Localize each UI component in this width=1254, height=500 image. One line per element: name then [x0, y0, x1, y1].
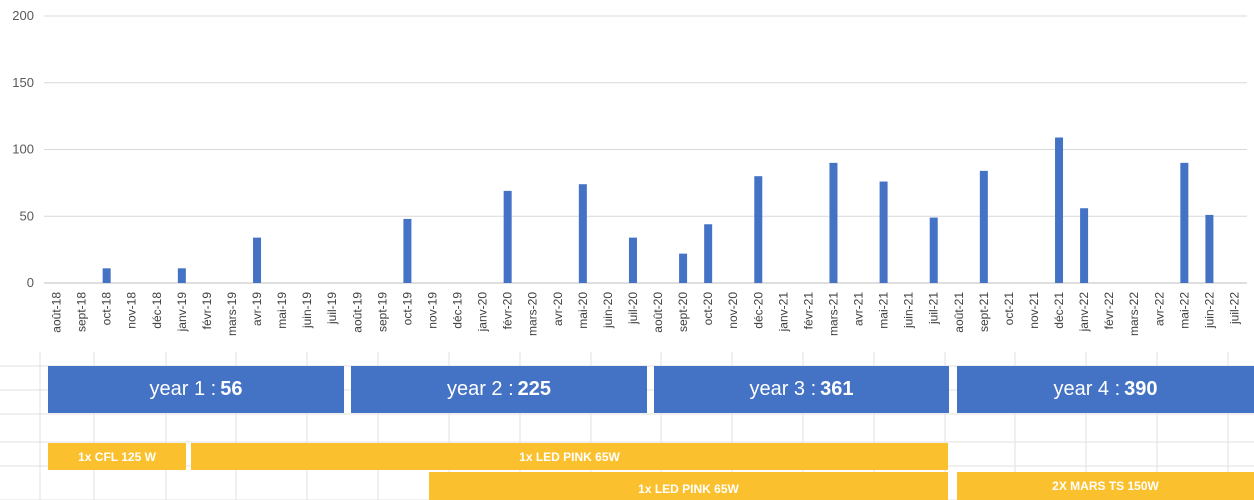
led-pink-65w-label-1: 1x LED PINK 65W — [519, 449, 620, 464]
bar-sept-21 — [979, 170, 988, 283]
bar-mars-21 — [829, 162, 838, 283]
cfl-125w-label: 1x CFL 125 W — [78, 449, 156, 464]
x-tick-label: oct-18 — [100, 292, 114, 326]
x-tick-label: mars-21 — [826, 292, 840, 336]
x-tick-label: janv-19 — [175, 292, 189, 333]
y-tick-label: 0 — [27, 275, 34, 290]
x-tick-label: juin-20 — [601, 292, 615, 329]
x-tick-label: janv-20 — [476, 292, 490, 333]
chart: 0 50 100 150 200 août-18 sept-18 oct-18 nov-18 dé… — [12, 8, 1247, 336]
x-tick-label: juil-22 — [1227, 292, 1241, 325]
x-tick-label: févr-19 — [200, 292, 214, 330]
x-tick-label: févr-21 — [801, 292, 815, 330]
bar-janv-22 — [1080, 208, 1089, 283]
x-tick-label: avr-19 — [250, 292, 264, 326]
x-tick-label: juil-21 — [927, 292, 941, 325]
x-tick-label: janv-21 — [776, 292, 790, 333]
bar-mai-22 — [1180, 162, 1189, 283]
bar-avr-19 — [253, 237, 262, 283]
x-tick-label: janv-22 — [1077, 292, 1091, 333]
bar-sept-20 — [679, 253, 688, 283]
x-tick-label: août-20 — [651, 292, 665, 333]
x-tick-label: mars-20 — [526, 292, 540, 336]
x-tick-label: mai-20 — [576, 292, 590, 329]
year-4-label: year 4 : — [1053, 378, 1121, 400]
x-tick-label: juin-22 — [1202, 292, 1216, 329]
x-tick-label: oct-20 — [701, 292, 715, 326]
y-tick-label: 150 — [12, 75, 34, 90]
y-tick-label: 200 — [12, 8, 34, 23]
year-1-label: year 1 : — [149, 378, 217, 400]
x-tick-label: févr-22 — [1102, 292, 1116, 330]
bar-mai-20 — [578, 184, 587, 283]
x-tick-label: juin-21 — [902, 292, 916, 329]
year-2-label: year 2 : — [446, 378, 514, 400]
x-tick-label: mai-19 — [275, 292, 289, 329]
year-1-total: 56 — [220, 378, 243, 400]
bar-déc-21 — [1055, 137, 1064, 283]
x-tick-label: déc-20 — [751, 292, 765, 329]
y-tick-label: 100 — [12, 142, 34, 157]
year-4-band: year 4 : 390 — [957, 366, 1254, 413]
bar-oct-19 — [403, 218, 412, 283]
bar-déc-20 — [754, 176, 763, 283]
x-tick-label: mai-22 — [1177, 292, 1191, 329]
bar-mai-21 — [879, 181, 888, 283]
mars-ts-150w-label: 2X MARS TS 150W — [1052, 479, 1159, 493]
year-3-band: year 3 : 361 — [654, 366, 949, 413]
x-tick-label: mars-22 — [1127, 292, 1141, 336]
x-tick-label: août-18 — [50, 292, 64, 333]
led-pink-65w-band-1: 1x LED PINK 65W — [191, 443, 948, 470]
x-tick-label: sept-18 — [75, 292, 89, 332]
x-tick-label: nov-20 — [726, 292, 740, 329]
x-tick-label: avr-20 — [551, 292, 565, 326]
bar-févr-20 — [503, 190, 512, 283]
bar-oct-20 — [704, 224, 713, 283]
x-tick-label: oct-21 — [1002, 292, 1016, 326]
x-tick-label: déc-18 — [150, 292, 164, 329]
bar-juil-21 — [929, 217, 938, 283]
x-tick-label: août-19 — [350, 292, 364, 333]
x-tick-label: oct-19 — [400, 292, 414, 326]
bar-janv-19 — [177, 268, 186, 283]
mars-ts-150w-band: 2X MARS TS 150W — [957, 472, 1254, 500]
x-tick-label: nov-19 — [425, 292, 439, 329]
x-tick-label: août-21 — [952, 292, 966, 333]
year-2-total: 225 — [517, 378, 552, 400]
x-tick-label: avr-22 — [1152, 292, 1166, 326]
x-tick-label: juin-19 — [300, 292, 314, 329]
year-3-label: year 3 : — [749, 378, 817, 400]
x-tick-label: juil-19 — [325, 292, 339, 325]
year-4-total: 390 — [1124, 378, 1158, 400]
x-tick-label: sept-21 — [977, 292, 991, 332]
bar-juin-22 — [1205, 214, 1214, 283]
year-3-total: 361 — [820, 378, 854, 400]
x-tick-label: nov-21 — [1027, 292, 1041, 329]
x-tick-label: mars-19 — [225, 292, 239, 336]
x-tick-label: avr-21 — [852, 292, 866, 326]
x-tick-label: nov-18 — [125, 292, 139, 329]
x-tick-label: déc-21 — [1052, 292, 1066, 329]
led-pink-65w-label-2: 1x LED PINK 65W — [638, 482, 739, 496]
x-tick-label: sept-20 — [676, 292, 690, 332]
x-tick-label: juil-20 — [626, 292, 640, 325]
x-tick-label: déc-19 — [451, 292, 465, 329]
cfl-125w-band: 1x CFL 125 W — [48, 443, 186, 470]
year-2-band: year 2 : 225 — [351, 366, 647, 413]
y-tick-label: 50 — [20, 208, 34, 223]
year-1-band: year 1 : 56 — [48, 366, 344, 413]
x-tick-label: sept-19 — [375, 292, 389, 332]
bar-juil-20 — [628, 237, 637, 283]
bar-oct-18 — [102, 268, 111, 283]
x-tick-label: févr-20 — [501, 292, 515, 330]
x-tick-label: mai-21 — [877, 292, 891, 329]
led-pink-65w-band-2: 1x LED PINK 65W — [429, 472, 948, 500]
